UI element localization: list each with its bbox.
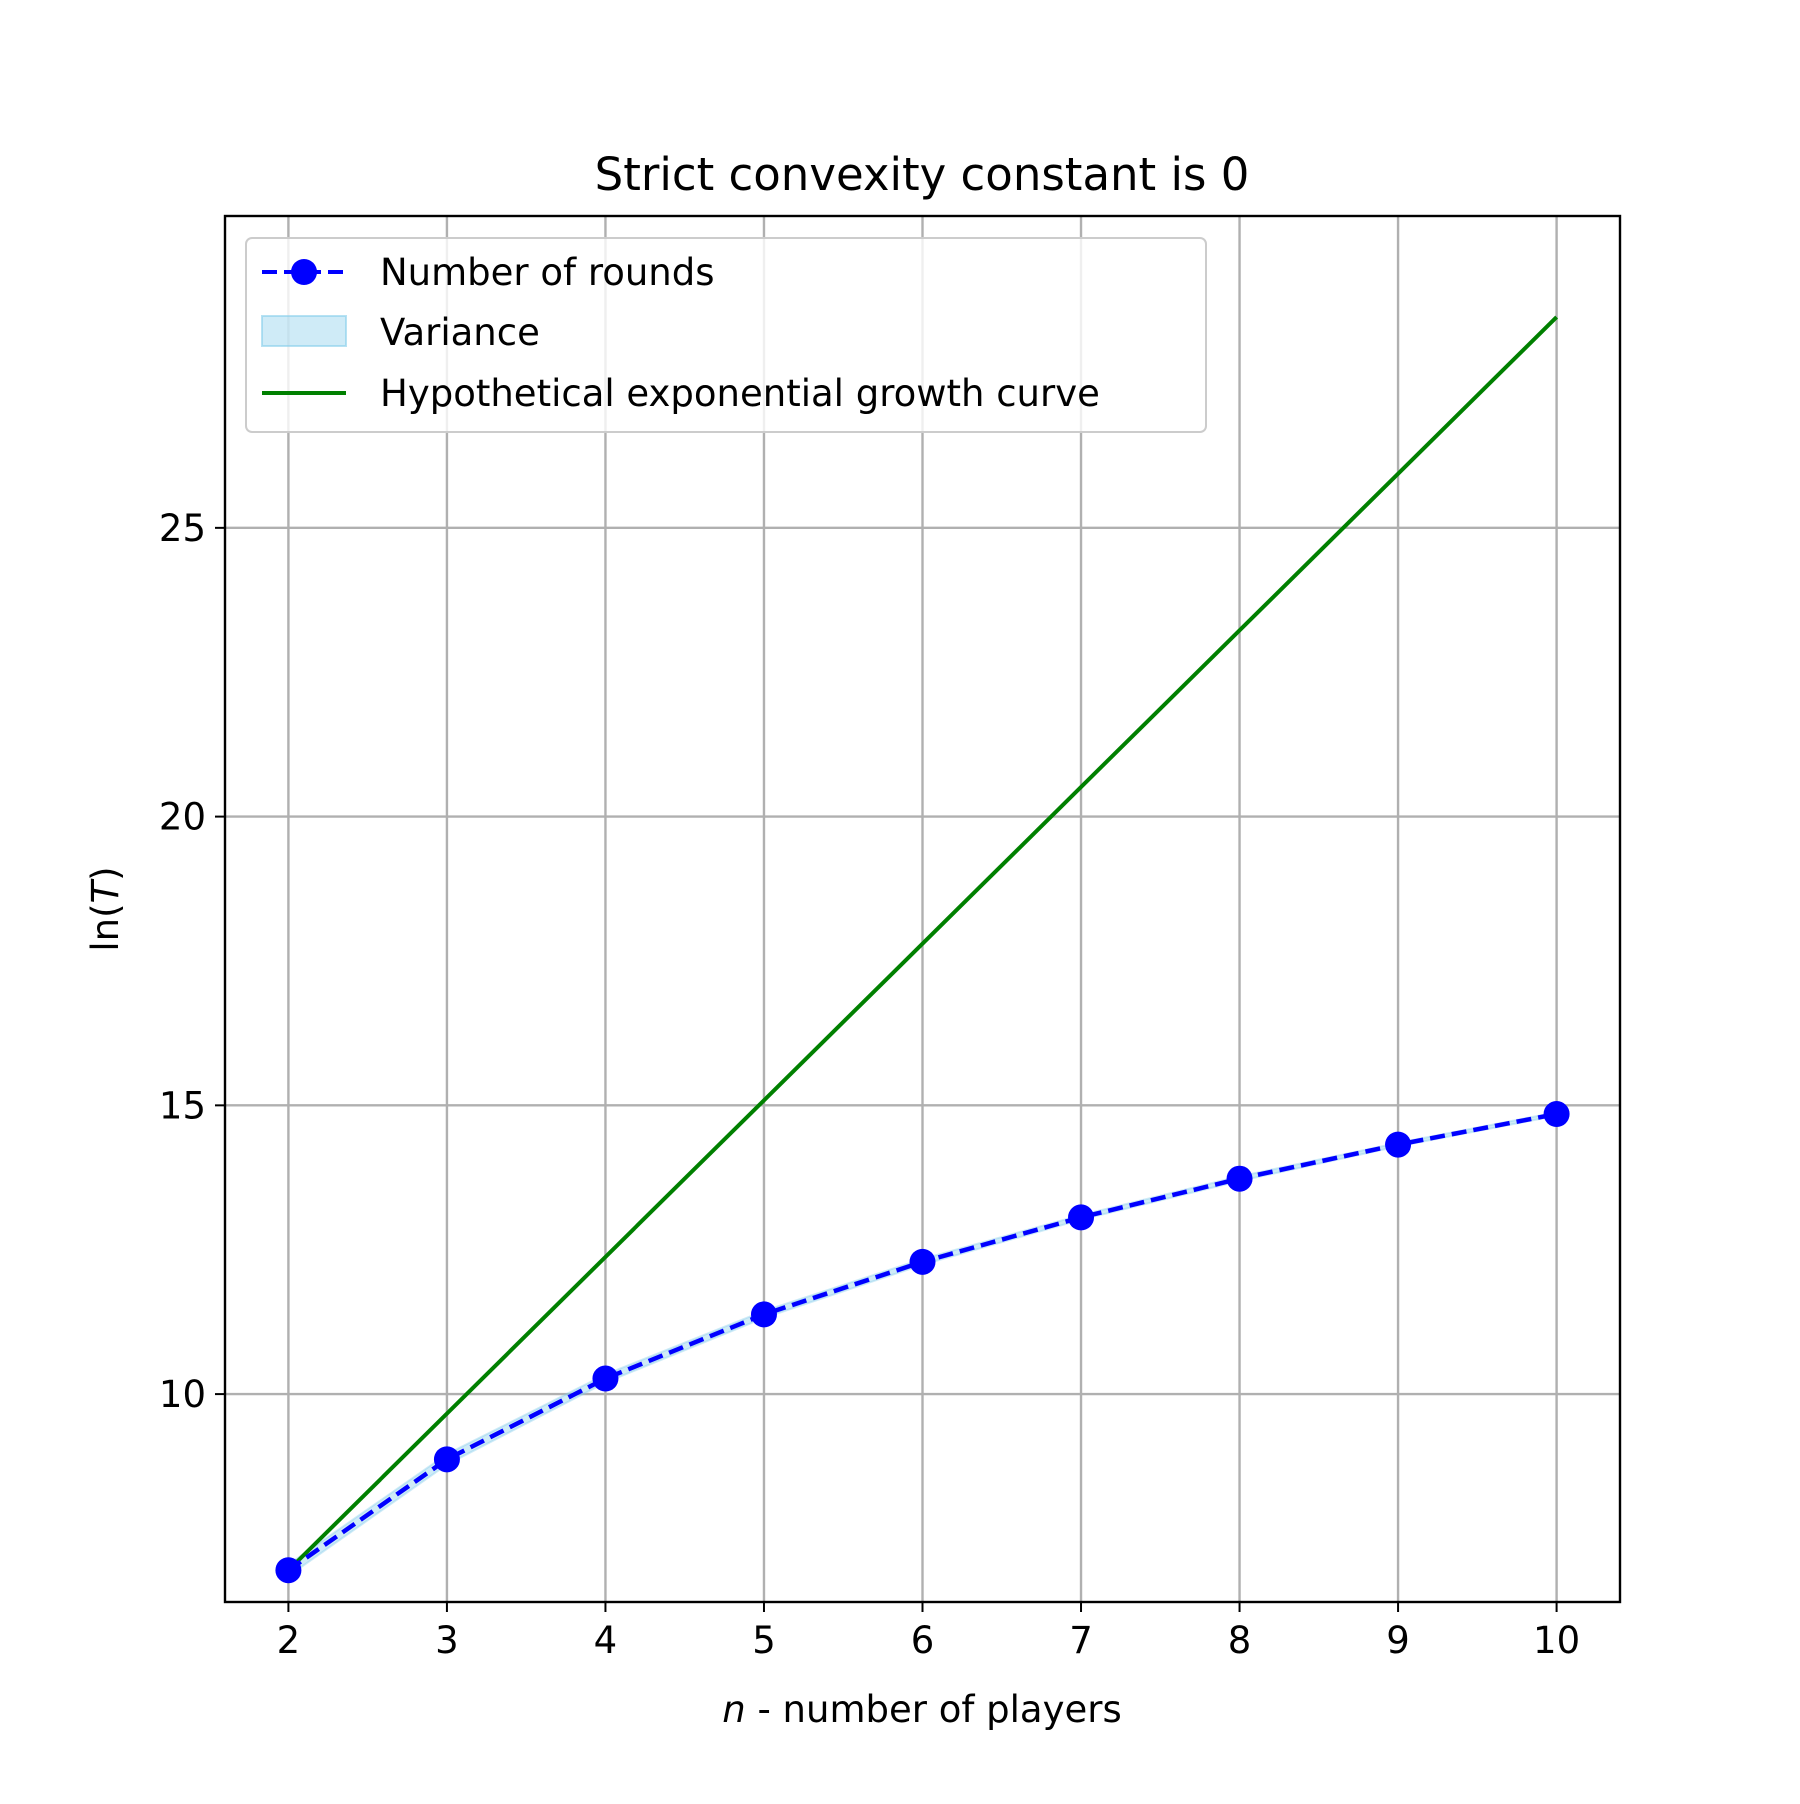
x-tick-label: 3 xyxy=(435,1619,459,1662)
y-tick-label: 25 xyxy=(159,507,206,550)
y-tick-label: 10 xyxy=(159,1373,206,1416)
legend-box xyxy=(245,237,1207,433)
x-tick-label: 7 xyxy=(1069,1619,1093,1662)
x-axis-title-text: - number of players xyxy=(746,1688,1122,1731)
rounds-point xyxy=(1385,1131,1412,1158)
rounds-point xyxy=(750,1301,777,1328)
rounds-point xyxy=(1068,1204,1095,1231)
grid xyxy=(225,216,1620,1602)
x-tick-label: 4 xyxy=(594,1619,618,1662)
chart-title: Strict convexity constant is 0 xyxy=(595,148,1250,201)
y-tick-label: 20 xyxy=(159,796,206,839)
x-axis-title-variable: n xyxy=(722,1688,745,1731)
x-tick-label: 8 xyxy=(1228,1619,1252,1662)
markers-layer xyxy=(275,1101,1570,1584)
legend: Number of rounds Variance Hypothetical e… xyxy=(245,237,1207,433)
legend-label-rounds: Number of rounds xyxy=(380,251,715,294)
x-tick-label: 5 xyxy=(752,1619,776,1662)
rounds-point xyxy=(1543,1101,1570,1128)
legend-swatch-rounds-marker xyxy=(291,259,317,285)
x-tick-label: 10 xyxy=(1533,1619,1580,1662)
x-tick-label: 9 xyxy=(1386,1619,1410,1662)
y-axis-title: ln(T) xyxy=(84,866,127,951)
legend-swatch-variance xyxy=(261,315,347,347)
legend-label-growth: Hypothetical exponential growth curve xyxy=(380,372,1100,415)
x-axis-ticks: 2 3 4 5 6 7 8 9 10 xyxy=(277,1602,1580,1662)
rounds-point xyxy=(592,1365,619,1392)
rounds-point xyxy=(275,1557,302,1584)
growth-curve-line xyxy=(287,315,1558,1572)
x-axis-title: n - number of players xyxy=(722,1688,1122,1731)
x-tick-label: 6 xyxy=(911,1619,935,1662)
legend-label-variance: Variance xyxy=(380,311,540,354)
rounds-point xyxy=(433,1446,460,1473)
y-tick-label: 15 xyxy=(159,1084,206,1127)
rounds-point xyxy=(1226,1165,1253,1192)
y-axis-title-suffix: ) xyxy=(84,866,127,880)
y-axis-ticks: 10 15 20 25 xyxy=(159,507,225,1416)
x-tick-label: 2 xyxy=(277,1619,301,1662)
rounds-point xyxy=(909,1248,936,1275)
y-axis-title-prefix: ln( xyxy=(84,903,127,951)
y-axis-title-variable: T xyxy=(84,878,127,903)
